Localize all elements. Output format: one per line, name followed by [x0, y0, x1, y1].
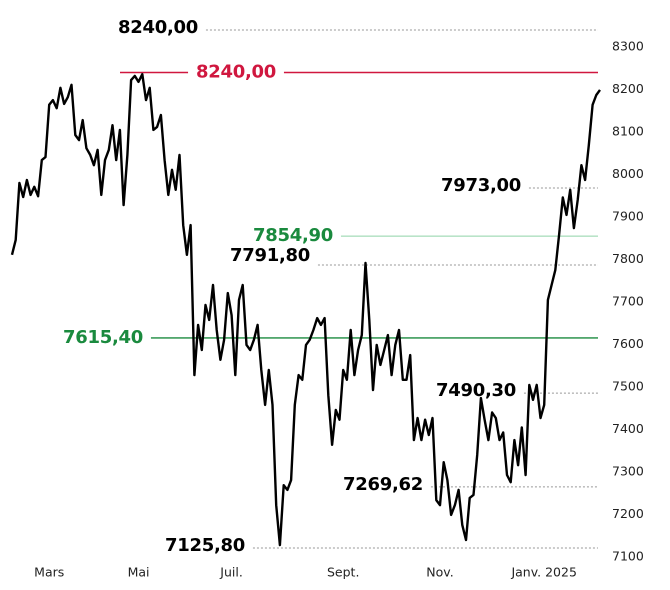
- price-line: [10, 72, 601, 547]
- annotation-label: 8240,00: [118, 17, 198, 38]
- y-tick-label: 7300: [612, 464, 644, 479]
- annotation-label: 7973,00: [441, 175, 521, 196]
- annotation-label: 7854,90: [253, 225, 333, 246]
- annotation-label: 8240,00: [196, 62, 276, 83]
- y-tick-label: 8200: [612, 81, 644, 96]
- x-tick-label: Mars: [34, 565, 64, 580]
- y-tick-label: 8300: [612, 39, 644, 54]
- annotation-label: 7269,62: [343, 474, 423, 495]
- y-tick-label: 7500: [612, 379, 644, 394]
- y-tick-label: 7400: [612, 421, 644, 436]
- annotation-label: 7615,40: [63, 327, 143, 348]
- x-tick-label: Mai: [128, 565, 150, 580]
- annotation-label: 7125,80: [165, 535, 245, 556]
- annotation-label: 7791,80: [230, 245, 310, 266]
- y-tick-label: 7800: [612, 251, 644, 266]
- annotation-label: 7490,30: [436, 380, 516, 401]
- x-tick-label: Nov.: [426, 565, 453, 580]
- x-tick-label: Juil.: [219, 565, 243, 580]
- y-tick-label: 7900: [612, 209, 644, 224]
- y-tick-label: 7600: [612, 336, 644, 351]
- y-tick-label: 8000: [612, 166, 644, 181]
- x-tick-label: Janv. 2025: [510, 565, 576, 580]
- y-tick-label: 8100: [612, 124, 644, 139]
- y-tick-label: 7700: [612, 294, 644, 309]
- x-tick-label: Sept.: [327, 565, 359, 580]
- y-tick-label: 7200: [612, 506, 644, 521]
- y-tick-label: 7100: [612, 549, 644, 564]
